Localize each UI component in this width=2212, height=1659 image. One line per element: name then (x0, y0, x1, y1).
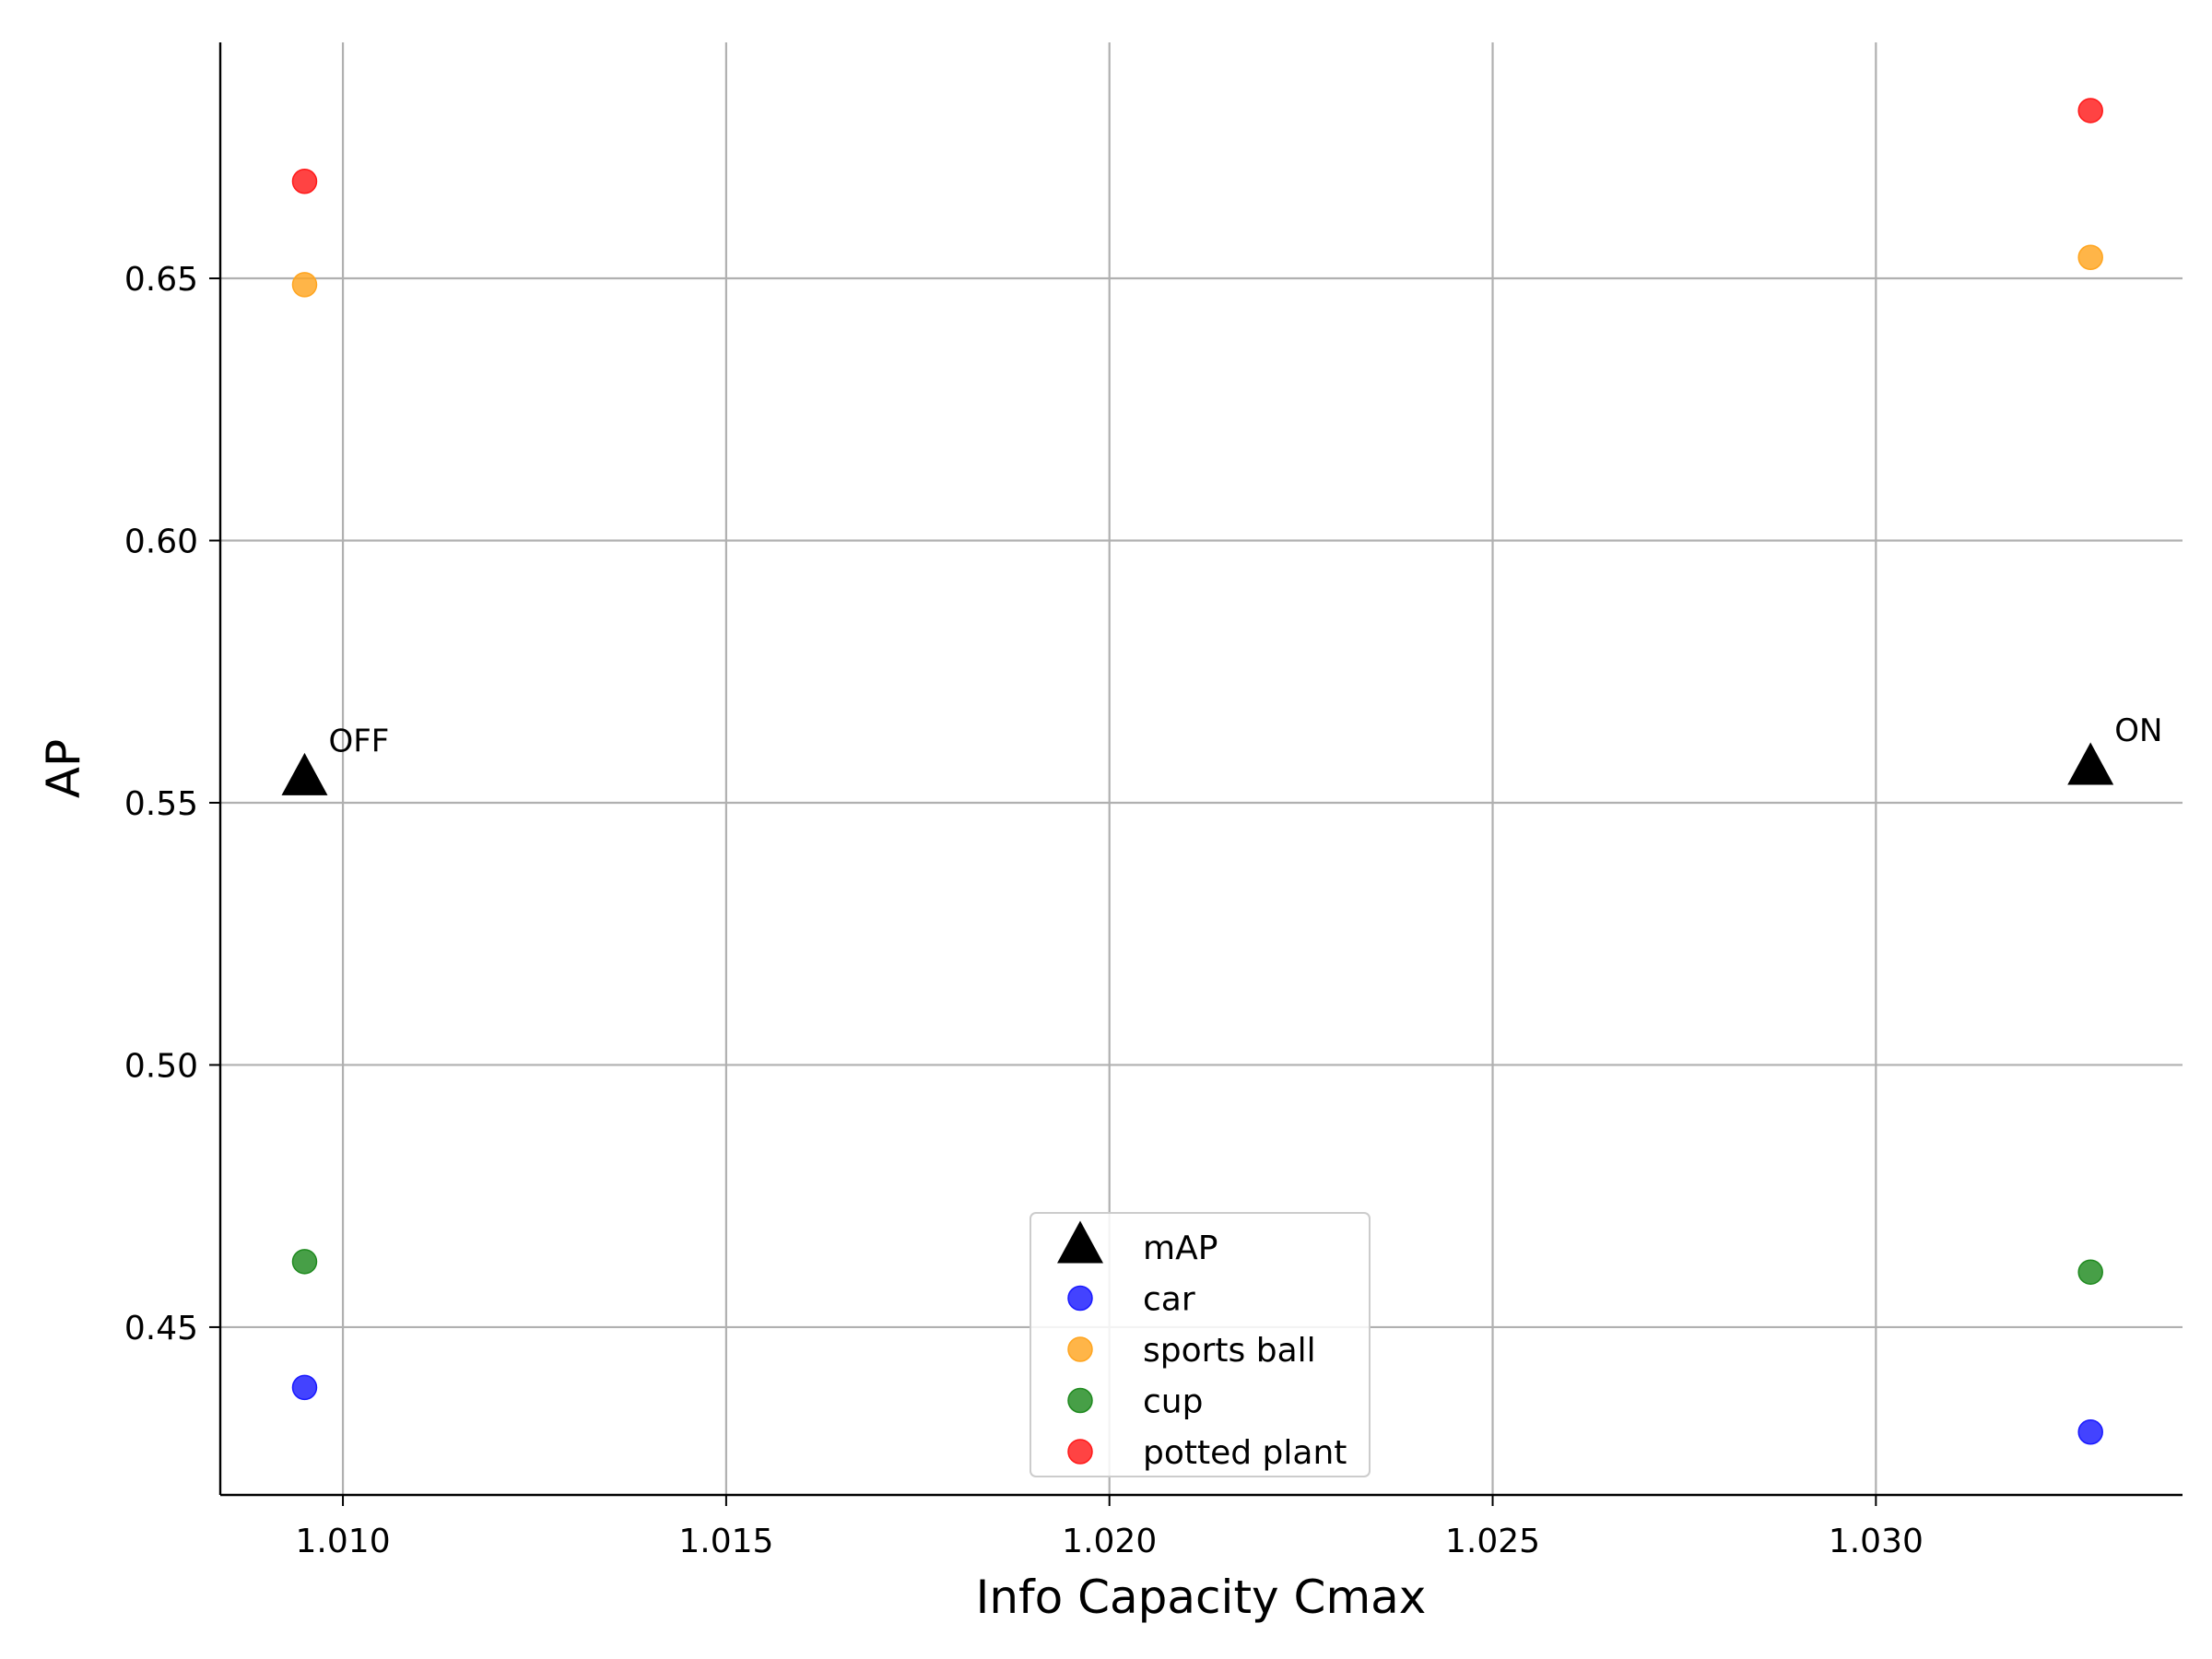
y-tick-label: 0.50 (124, 1047, 198, 1085)
point-cup (291, 1249, 318, 1275)
x-tick-label: 1.025 (1445, 1523, 1540, 1560)
point-sports-ball (291, 272, 318, 298)
legend-label-cup: cup (1143, 1383, 1203, 1421)
annotation-label: OFF (328, 723, 389, 759)
y-tick-label: 0.45 (124, 1310, 198, 1347)
legend-items: mAP car sports ball cup potted plant (1057, 1220, 1347, 1472)
x-tick-label: 1.020 (1062, 1523, 1157, 1560)
point-potted-plant (291, 169, 318, 194)
x-ticks: 1.010 1.015 1.020 1.025 1.030 (296, 1495, 1924, 1560)
legend-marker-potted-plant (1067, 1439, 1093, 1465)
point-map (2067, 742, 2114, 785)
legend-label-sports-ball: sports ball (1143, 1332, 1316, 1370)
legend-marker-cup (1067, 1387, 1093, 1414)
data-points (281, 98, 2114, 1445)
point-map (281, 752, 328, 795)
legend-marker-car (1067, 1285, 1093, 1312)
annotation-label: ON (2114, 712, 2162, 749)
axes (218, 42, 2183, 1497)
legend-marker-sports-ball (1067, 1336, 1093, 1362)
legend-label-map: mAP (1143, 1230, 1218, 1267)
legend-frame (1030, 1212, 1371, 1477)
point-sports-ball (2077, 244, 2103, 271)
x-tick-label: 1.015 (678, 1523, 773, 1560)
y-tick-label: 0.60 (124, 524, 198, 561)
x-axis-title: Info Capacity Cmax (976, 1571, 1427, 1624)
legend-label-car: car (1143, 1281, 1195, 1319)
y-ticks: 0.45 0.50 0.55 0.60 0.65 (124, 261, 220, 1347)
point-car (2077, 1418, 2103, 1445)
x-tick-label: 1.030 (1829, 1523, 1924, 1560)
point-car (291, 1374, 318, 1401)
annotations: OFF ON (328, 712, 2162, 759)
point-cup (2077, 1259, 2103, 1285)
y-tick-label: 0.65 (124, 261, 198, 299)
legend-label-potted-plant: potted plant (1143, 1434, 1347, 1472)
point-potted-plant (2077, 98, 2103, 124)
legend: mAP car sports ball cup potted plant (1030, 1212, 1371, 1477)
y-tick-label: 0.55 (124, 785, 198, 823)
legend-marker-map (1057, 1220, 1103, 1264)
y-axis-title: AP (37, 739, 90, 798)
x-tick-label: 1.010 (296, 1523, 391, 1560)
